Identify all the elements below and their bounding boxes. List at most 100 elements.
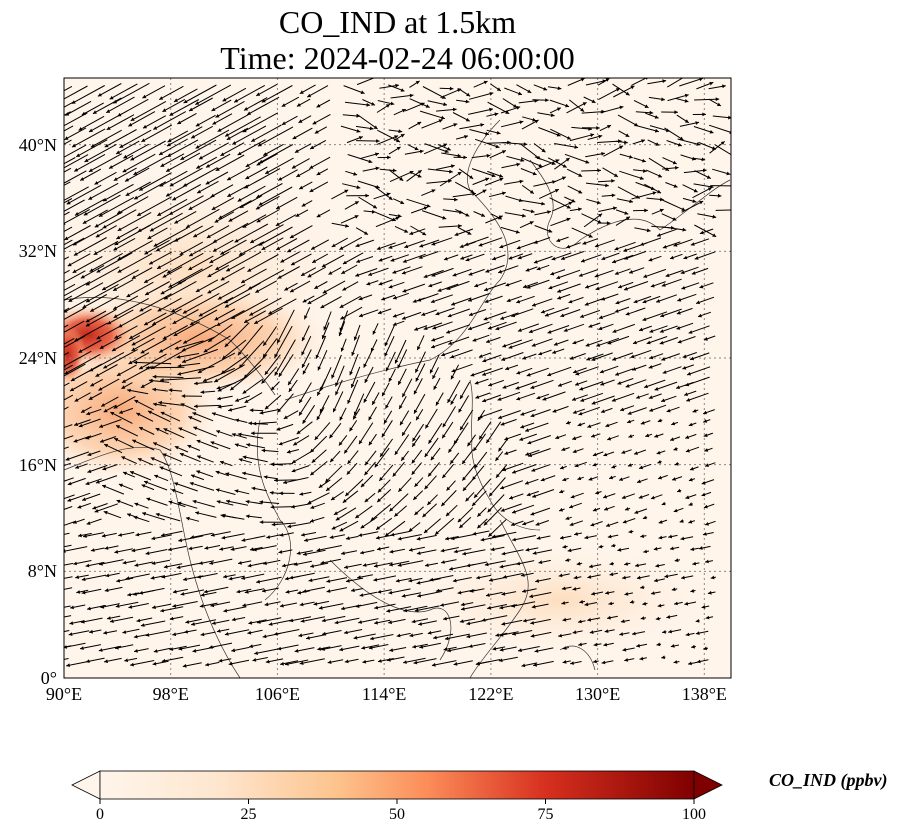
map-title: CO_IND at 1.5km	[278, 4, 517, 40]
wind-vector	[340, 306, 363, 320]
wind-vector-head	[565, 103, 570, 108]
wind-vector-head	[276, 427, 281, 431]
wind-vector-head	[399, 405, 403, 409]
wind-vector-head	[671, 421, 676, 426]
wind-vector	[149, 212, 183, 232]
wind-vector-head	[497, 397, 502, 401]
wind-vector	[289, 280, 311, 293]
wind-vector-head	[488, 382, 493, 387]
wind-vector-head	[657, 418, 662, 423]
wind-vector-head	[601, 297, 606, 301]
wind-vector-head	[400, 200, 405, 204]
wind-vector-head	[661, 398, 666, 403]
wind-vector-head	[123, 154, 128, 159]
wind-vector-head	[112, 347, 116, 351]
wind-vector-head	[278, 177, 283, 181]
wind-vector	[64, 211, 70, 216]
wind-vector-head	[696, 142, 701, 146]
wind-vector-head	[278, 372, 283, 377]
wind-vector-head	[133, 360, 138, 365]
wind-vector-head	[116, 372, 121, 376]
wind-vector-head	[582, 241, 587, 245]
wind-vector-head	[530, 413, 535, 418]
wind-vector	[246, 96, 280, 116]
wind-vector-head	[387, 155, 391, 160]
wind-vector	[197, 352, 236, 374]
wind-vector	[111, 335, 141, 352]
wind-vector-head	[299, 399, 303, 403]
wind-vector-head	[532, 171, 537, 176]
wind-vector-head	[234, 98, 239, 103]
wind-vector-head	[149, 227, 154, 232]
wind-vector	[554, 143, 579, 149]
wind-vector	[560, 251, 584, 260]
wind-vector-head	[217, 128, 222, 132]
wind-vector	[611, 254, 634, 264]
wind-vector-head	[433, 385, 438, 390]
wind-vector	[277, 266, 300, 279]
wind-vector-head	[605, 423, 610, 428]
wind-vector-head	[516, 299, 521, 304]
wind-vector	[394, 434, 410, 456]
wind-vector-head	[329, 434, 334, 439]
wind-vector-head	[202, 378, 207, 382]
wind-vector-head	[654, 128, 659, 133]
wind-vector-head	[181, 347, 186, 352]
wind-vector-head	[188, 206, 193, 210]
wind-vector-head	[431, 337, 436, 342]
wind-vector-head	[644, 104, 649, 108]
colorbar-tick-label: 75	[537, 806, 554, 823]
wind-vector-head	[94, 181, 99, 185]
wind-vector	[603, 145, 624, 157]
wind-vector-head	[128, 122, 133, 127]
wind-vector-head	[195, 122, 200, 127]
wind-vector-head	[414, 146, 419, 151]
wind-vector-head	[617, 381, 622, 385]
wind-vector-head	[526, 372, 531, 377]
wind-vector-head	[174, 98, 178, 102]
wind-vector	[98, 419, 122, 428]
wind-vector	[163, 280, 197, 300]
wind-vector	[216, 309, 245, 327]
wind-vector	[600, 106, 624, 114]
wind-vector-head	[649, 110, 654, 115]
wind-vector	[231, 298, 269, 320]
wind-vector-head	[423, 274, 428, 278]
wind-vector-head	[595, 286, 600, 291]
wind-vector	[542, 391, 566, 401]
wind-vector-head	[350, 383, 355, 388]
wind-vector-head	[646, 340, 651, 345]
wind-vector-head	[217, 387, 222, 392]
wind-vector	[424, 437, 439, 458]
wind-vector-head	[162, 108, 167, 112]
wind-vector	[654, 381, 678, 391]
wind-vector	[262, 338, 278, 358]
wind-vector	[158, 138, 188, 156]
wind-vector-head	[531, 343, 536, 347]
wind-vector	[220, 142, 245, 157]
wind-vector	[547, 325, 570, 334]
wind-vector	[64, 435, 74, 440]
wind-vector-head	[275, 222, 280, 226]
wind-vector-head	[584, 302, 589, 306]
wind-vector	[212, 222, 249, 244]
wind-vector-head	[496, 130, 501, 135]
wind-vector-head	[396, 138, 400, 143]
wind-vector-head	[452, 107, 457, 112]
wind-vector-head	[661, 97, 665, 102]
wind-vector-head	[679, 136, 684, 141]
wind-vector	[89, 252, 123, 273]
wind-vector-head	[548, 285, 553, 290]
wind-vector-head	[215, 114, 220, 118]
wind-vector-head	[676, 326, 681, 330]
wind-vector-head	[85, 281, 90, 286]
wind-vector	[256, 153, 278, 166]
wind-vector-head	[316, 416, 321, 421]
wind-vector-head	[134, 195, 139, 200]
wind-vector-head	[684, 119, 689, 123]
wind-vector-head	[413, 390, 418, 395]
wind-vector	[67, 253, 91, 267]
wind-vector	[309, 156, 331, 170]
wind-vector-head	[468, 272, 473, 276]
wind-vector-head	[485, 131, 489, 136]
